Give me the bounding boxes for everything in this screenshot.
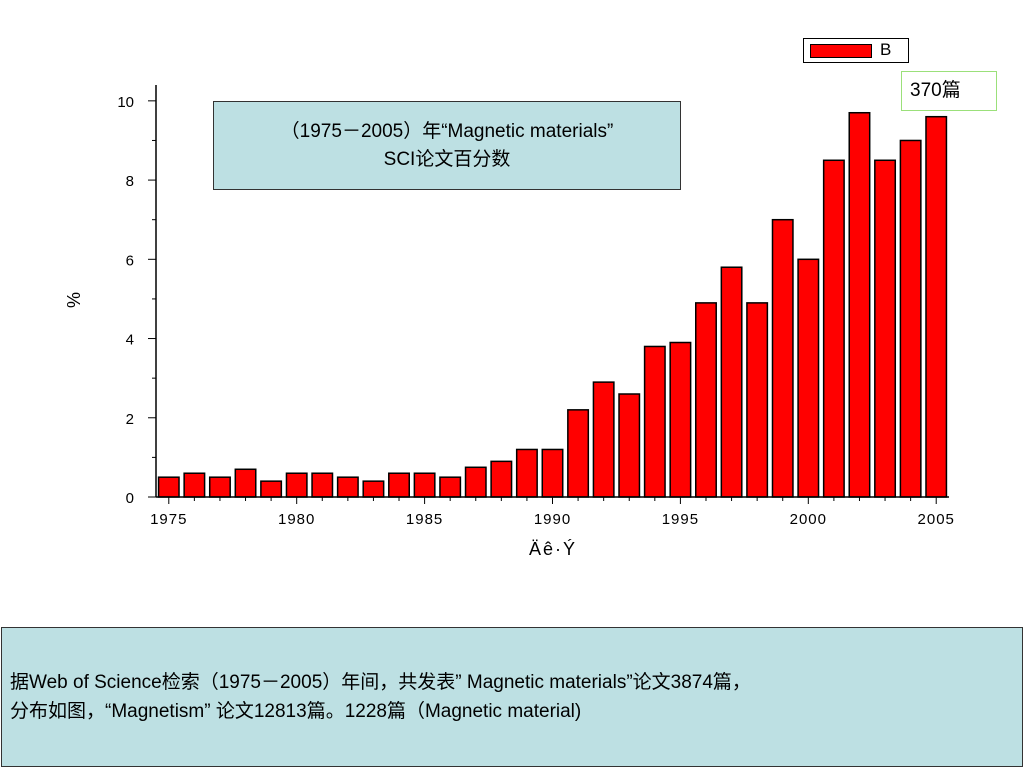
x-tick-label: 1985: [406, 511, 443, 528]
bar-1977: [208, 476, 231, 498]
y-tick-label: 10: [117, 94, 134, 111]
chart-title-box: （1975－2005）年“Magnetic materials” SCI论文百分…: [213, 101, 681, 190]
x-axis-label: Äê·Ý: [529, 539, 577, 559]
bar-2001: [822, 159, 845, 498]
bar-1991: [567, 409, 590, 498]
y-tick-label: 6: [126, 252, 134, 269]
bar-1994: [643, 345, 666, 498]
bar-1999: [771, 218, 794, 498]
bar-1981: [311, 472, 334, 498]
count-label-box: 370篇: [901, 71, 997, 111]
chart-title-line1: （1975－2005）年“Magnetic materials”: [280, 121, 614, 142]
x-tick-label: 1995: [662, 511, 699, 528]
chart-title-line2: SCI论文百分数: [383, 149, 511, 170]
bar-1980: [285, 472, 308, 498]
y-tick-label: 8: [126, 173, 134, 190]
y-axis-label: %: [64, 292, 84, 308]
note-line1: 据Web of Science检索（1975－2005）年间，共发表” Magn…: [10, 672, 751, 693]
y-tick-label: 0: [126, 490, 134, 507]
note-line2: 分布如图，“Magnetism” 论文12813篇。1228篇（Magnetic…: [10, 701, 582, 722]
bar-1987: [464, 466, 487, 498]
bar-2004: [899, 139, 922, 498]
bar-1975: [157, 476, 180, 498]
x-tick-label: 2000: [790, 511, 827, 528]
bar-2003: [874, 159, 897, 498]
bar-chart: 0 2 4 6 8 10 1975 1980 1985 1990 1995 2000 2005 % Äê…: [64, 85, 955, 559]
bar-2002: [848, 111, 871, 498]
bar-1976: [183, 472, 206, 498]
bar-1997: [720, 266, 743, 498]
plot-area: 0 2 4 6 8 10 1975 1980 1985 1990 1995 2000 2005: [117, 85, 955, 528]
bar-1979: [260, 480, 283, 498]
bar-1993: [618, 393, 641, 498]
y-tick-label: 2: [126, 411, 134, 428]
bar-1990: [541, 448, 564, 498]
bar-1995: [669, 341, 692, 498]
count-label: 370篇: [910, 80, 961, 101]
x-tick-label: 1990: [534, 511, 571, 528]
bar-1989: [515, 448, 538, 498]
legend-swatch: [810, 44, 872, 58]
note-panel: 据Web of Science检索（1975－2005）年间，共发表” Magn…: [1, 627, 1023, 767]
chart-legend: B: [803, 38, 909, 63]
bar-1988: [490, 460, 513, 498]
bar-2000: [797, 258, 820, 498]
x-tick-label: 1980: [278, 511, 315, 528]
bar-2005: [925, 115, 948, 498]
y-tick-label: 4: [126, 332, 134, 349]
bar-1983: [362, 480, 385, 498]
bar-1985: [413, 472, 436, 498]
bar-1982: [336, 476, 359, 498]
x-tick-label: 2005: [918, 511, 955, 528]
bar-1996: [695, 302, 717, 498]
bar-1984: [388, 472, 410, 498]
bar-1998: [746, 302, 769, 498]
bar-1992: [592, 381, 615, 498]
bar-1986: [439, 476, 462, 498]
bar-1978: [234, 468, 257, 498]
x-tick-label: 1975: [150, 511, 187, 528]
legend-label: B: [880, 40, 893, 59]
